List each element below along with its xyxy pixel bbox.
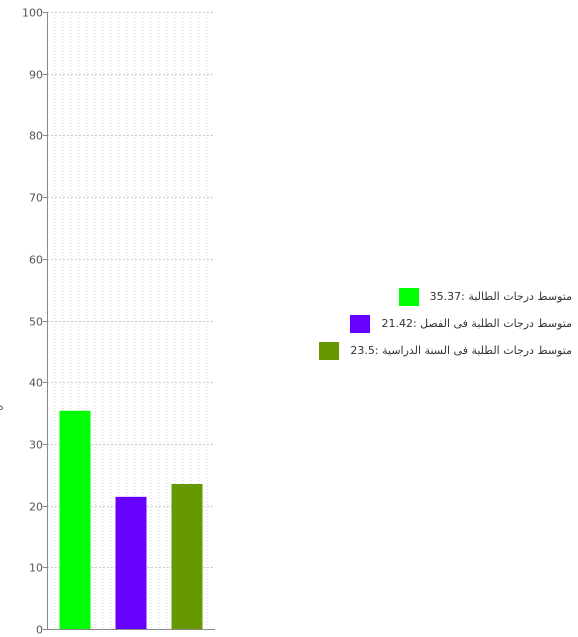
legend-label-year: متوسط درجات الطلبة فى السنة الدراسية :	[374, 344, 572, 357]
legend-item-class: 21.42 متوسط درجات الطلبة فى الفصل :	[232, 310, 572, 337]
y-tick-label: 40	[29, 377, 43, 390]
legend-value-student: 35.37	[429, 290, 462, 303]
legend-value-year: 23.5	[350, 344, 375, 357]
legend-swatch-student	[398, 287, 419, 306]
legend-swatch-year	[319, 341, 340, 360]
y-tick-label: 90	[29, 69, 43, 82]
y-tick-label: 0	[36, 624, 43, 637]
y-tick-label: 20	[29, 501, 43, 514]
bar-3	[171, 484, 203, 629]
legend-item-student: 35.37 متوسط درجات الطالبة :	[232, 283, 572, 310]
legend-label-student: متوسط درجات الطالبة :	[461, 290, 572, 303]
legend-swatch-class	[350, 314, 371, 333]
bar-1	[59, 410, 91, 629]
legend-label-class: متوسط درجات الطلبة فى الفصل :	[412, 317, 572, 330]
y-tick-label: 30	[29, 439, 43, 452]
y-tick-label: 80	[29, 130, 43, 143]
y-tick-label: 60	[29, 254, 43, 267]
y-tick-label: 10	[29, 562, 43, 575]
legend-item-year: 23.5 متوسط درجات الطلبة فى السنة الدراسي…	[232, 337, 572, 364]
chart-legend: 35.37 متوسط درجات الطالبة : 21.42 متوسط …	[232, 283, 572, 364]
legend-value-class: 21.42	[381, 317, 413, 330]
bar-2	[115, 496, 147, 629]
y-tick-label: 50	[29, 316, 43, 329]
y-axis-label: ه	[0, 400, 4, 413]
y-tick-label: 70	[29, 192, 43, 205]
y-tick-label: 100	[22, 7, 43, 20]
